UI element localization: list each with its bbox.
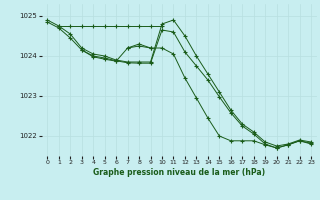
X-axis label: Graphe pression niveau de la mer (hPa): Graphe pression niveau de la mer (hPa) (93, 168, 265, 177)
